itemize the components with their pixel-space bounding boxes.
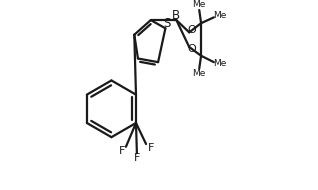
Text: S: S — [163, 17, 170, 30]
Text: O: O — [188, 25, 196, 35]
Text: F: F — [134, 153, 140, 163]
Text: F: F — [119, 146, 125, 156]
Text: Me: Me — [192, 0, 205, 9]
Text: Me: Me — [192, 69, 205, 78]
Text: B: B — [171, 9, 180, 22]
Text: Me: Me — [213, 11, 226, 20]
Text: Me: Me — [213, 59, 226, 68]
Text: O: O — [188, 44, 196, 54]
Text: F: F — [148, 143, 154, 153]
